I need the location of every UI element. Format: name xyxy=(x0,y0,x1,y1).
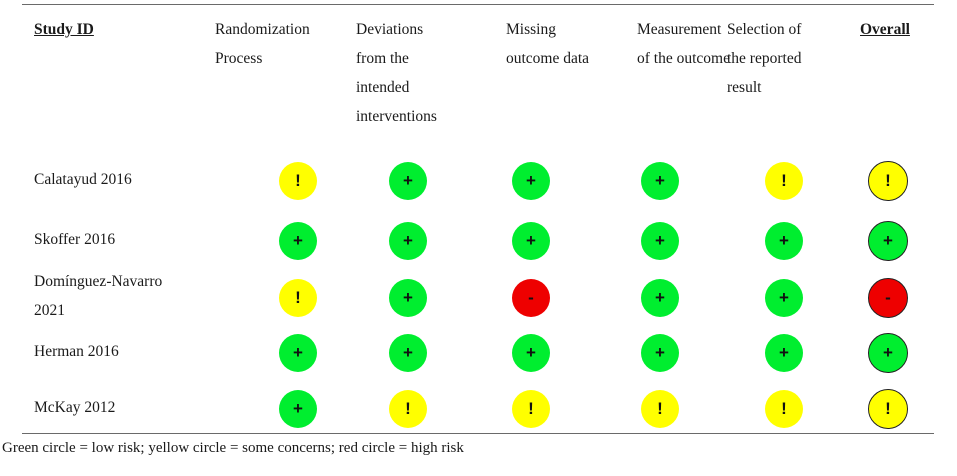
header-randomization: Randomization Process xyxy=(215,15,310,73)
risk-low-circle: + xyxy=(279,334,317,372)
risk-low-circle: + xyxy=(389,279,427,317)
risk-low-circle: + xyxy=(279,222,317,260)
header-line: Overall xyxy=(860,21,910,38)
header-line: Process xyxy=(215,50,263,67)
risk-low-circle: + xyxy=(641,279,679,317)
overall-risk-low-circle: + xyxy=(868,333,908,373)
risk-low-circle: + xyxy=(641,162,679,200)
header-line: outcome data xyxy=(506,50,590,67)
risk-low-circle: + xyxy=(512,162,550,200)
overall-risk-low-circle: + xyxy=(868,221,908,261)
risk-low-circle: + xyxy=(765,279,803,317)
risk-low-circle: + xyxy=(512,222,550,260)
header-study-id: Study ID xyxy=(34,15,94,44)
risk-low-circle: + xyxy=(389,334,427,372)
study-label: Calatayud 2016 xyxy=(34,170,132,188)
risk-some-circle: ! xyxy=(765,162,803,200)
header-missing-data: Missing outcome data xyxy=(506,15,589,73)
header-line: Study ID xyxy=(34,21,94,38)
risk-low-circle: + xyxy=(641,334,679,372)
risk-some-circle: ! xyxy=(512,390,550,428)
header-line: Deviations xyxy=(356,21,424,38)
header-line: from the xyxy=(356,50,409,67)
header-measurement: Measurement of the outcome xyxy=(637,15,730,73)
header-line: interventions xyxy=(356,108,437,125)
risk-some-circle: ! xyxy=(389,390,427,428)
header-line: of the outcome xyxy=(637,50,730,67)
overall-risk-high-circle: - xyxy=(868,278,908,318)
header-line: Selection of xyxy=(727,21,802,38)
risk-low-circle: + xyxy=(765,222,803,260)
risk-some-circle: ! xyxy=(279,279,317,317)
header-deviations: Deviations from the intended interventions xyxy=(356,15,437,131)
overall-risk-some-circle: ! xyxy=(868,389,908,429)
risk-low-circle: + xyxy=(512,334,550,372)
risk-low-circle: + xyxy=(389,222,427,260)
study-label: Skoffer 2016 xyxy=(34,230,116,248)
risk-high-circle: - xyxy=(512,279,550,317)
header-line: Measurement xyxy=(637,21,722,38)
overall-risk-some-circle: ! xyxy=(868,161,908,201)
header-line: result xyxy=(727,79,762,96)
header-selection: Selection of the reported result xyxy=(727,15,801,102)
header-line: Missing xyxy=(506,21,556,38)
header-line: intended xyxy=(356,79,410,96)
risk-low-circle: + xyxy=(279,390,317,428)
study-label: Domínguez-Navarro 2021 xyxy=(34,273,163,319)
risk-of-bias-table: Study ID Randomization Process Deviations fr… xyxy=(22,4,934,434)
header-overall: Overall xyxy=(860,15,910,44)
legend: Green circle = low risk; yellow circle =… xyxy=(2,440,464,456)
study-label: McKay 2012 xyxy=(34,398,116,416)
risk-some-circle: ! xyxy=(279,162,317,200)
risk-low-circle: + xyxy=(641,222,679,260)
risk-low-circle: + xyxy=(389,162,427,200)
risk-some-circle: ! xyxy=(641,390,679,428)
header-line: the reported xyxy=(727,50,802,67)
study-label: Herman 2016 xyxy=(34,342,119,360)
risk-low-circle: + xyxy=(765,334,803,372)
header-line: Randomization xyxy=(215,21,310,38)
risk-some-circle: ! xyxy=(765,390,803,428)
